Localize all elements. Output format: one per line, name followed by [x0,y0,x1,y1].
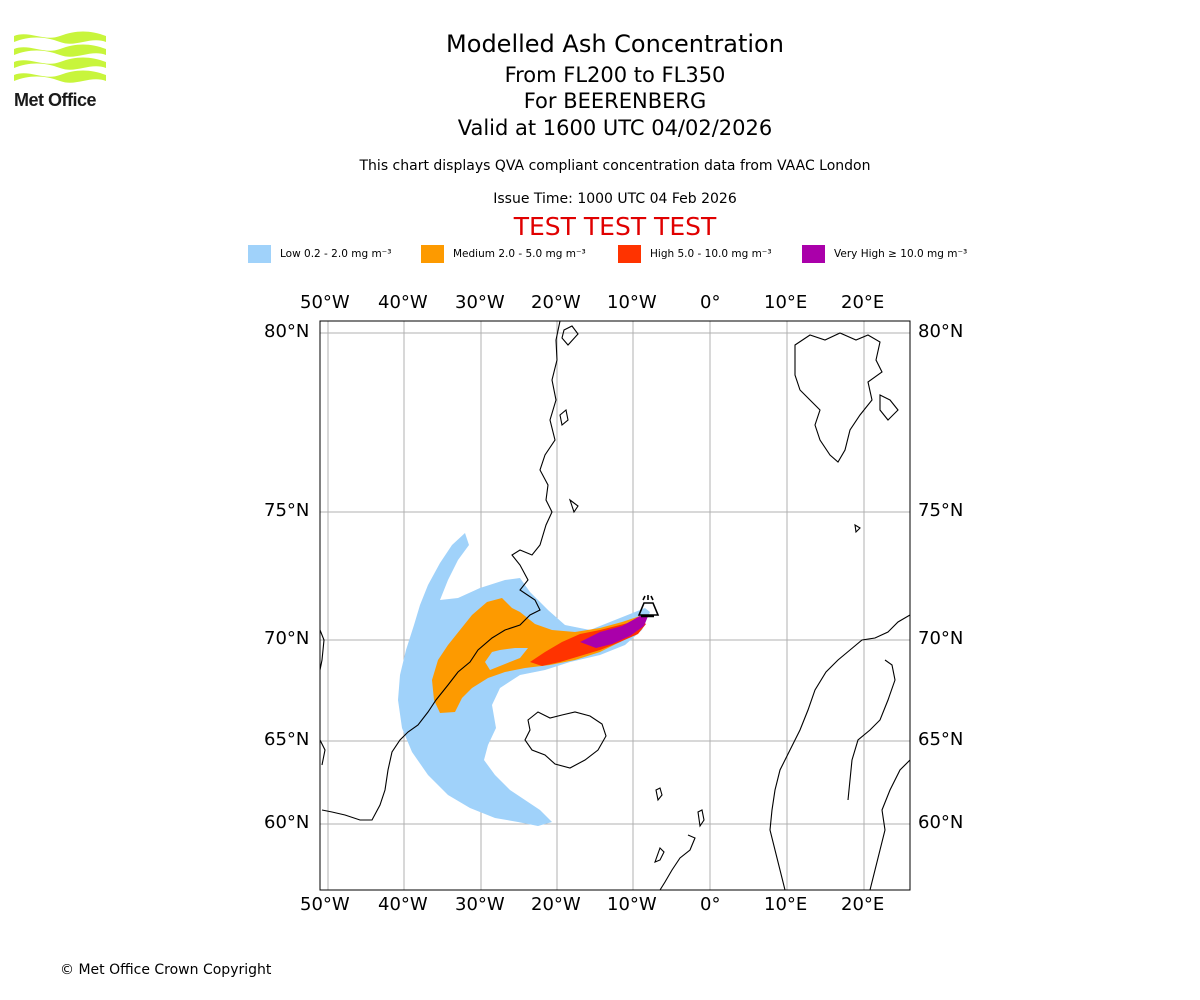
ash-area-very-high [580,616,648,648]
met-office-logo: Met Office [14,30,114,115]
lat-label-left-80n: 80°N [264,321,310,342]
valid-time: Valid at 1600 UTC 04/02/2026 [457,116,773,140]
chart-title: Modelled Ash Concentration [446,30,784,58]
lon-label-bottom-10w: 10°W [607,894,657,915]
lat-label-left-75n: 75°N [264,500,310,521]
legend-item-medium: Medium 2.0 - 5.0 mg m⁻³ [421,244,586,264]
lon-label-top-20w: 20°W [531,292,581,313]
lat-label-right-75n: 75°N [918,500,964,521]
volcano-name: For BEERENBERG [523,89,707,113]
coastline-greenland [321,321,561,821]
legend-swatch-low [248,245,271,263]
lon-label-bottom-20w: 20°W [531,894,581,915]
legend-swatch-high [618,245,641,263]
coastlines [320,321,910,890]
legend-label-very-high: Very High ≥ 10.0 mg m⁻³ [834,248,968,260]
coastline-iceland [524,711,607,769]
lat-label-right-80n: 80°N [918,321,964,342]
lon-label-top-30w: 30°W [455,292,505,313]
lat-label-left-65n: 65°N [264,729,310,750]
test-banner: TEST TEST TEST [513,212,717,241]
lat-label-right-60n: 60°N [918,812,964,833]
issue-time: Issue Time: 1000 UTC 04 Feb 2026 [493,191,737,207]
lon-label-bottom-10e: 10°E [764,894,808,915]
legend-item-very-high: Very High ≥ 10.0 mg m⁻³ [802,244,967,264]
lat-label-right-70n: 70°N [918,628,964,649]
lon-label-top-20e: 20°E [841,292,885,313]
legend-label-medium: Medium 2.0 - 5.0 mg m⁻³ [453,248,586,260]
legend-label-low: Low 0.2 - 2.0 mg m⁻³ [280,248,392,260]
chart-description: This chart displays QVA compliant concen… [359,158,871,174]
legend-swatch-medium [421,245,444,263]
legend-item-high: High 5.0 - 10.0 mg m⁻³ [618,244,772,264]
lon-label-top-10e: 10°E [764,292,808,313]
legend-item-low: Low 0.2 - 2.0 mg m⁻³ [248,244,391,264]
met-office-wave-icon [14,31,106,83]
coastline-norway [769,614,910,890]
gridlines [320,321,910,890]
lon-label-bottom-50w: 50°W [300,894,350,915]
lon-label-top-0: 0° [700,292,721,313]
lat-label-left-60n: 60°N [264,812,310,833]
legend-swatch-very-high [802,245,825,263]
lon-label-bottom-40w: 40°W [378,894,428,915]
copyright-notice: © Met Office Crown Copyright [60,962,272,978]
lat-label-right-65n: 65°N [918,729,964,750]
volcano-icon [637,595,660,618]
flight-level-range: From FL200 to FL350 [504,63,726,87]
lon-label-top-10w: 10°W [607,292,657,313]
ash-area-low [398,533,650,826]
lon-label-top-50w: 50°W [300,292,350,313]
ash-area-medium [432,598,645,713]
lon-label-top-40w: 40°W [378,292,428,313]
map-frame [319,320,911,891]
lon-label-bottom-30w: 30°W [455,894,505,915]
legend-label-high: High 5.0 - 10.0 mg m⁻³ [650,248,772,260]
lat-label-left-70n: 70°N [264,628,310,649]
coastline-svalbard [794,332,883,463]
logo-text: Met Office [14,90,97,110]
lon-label-bottom-0: 0° [700,894,721,915]
lon-label-bottom-20e: 20°E [841,894,885,915]
